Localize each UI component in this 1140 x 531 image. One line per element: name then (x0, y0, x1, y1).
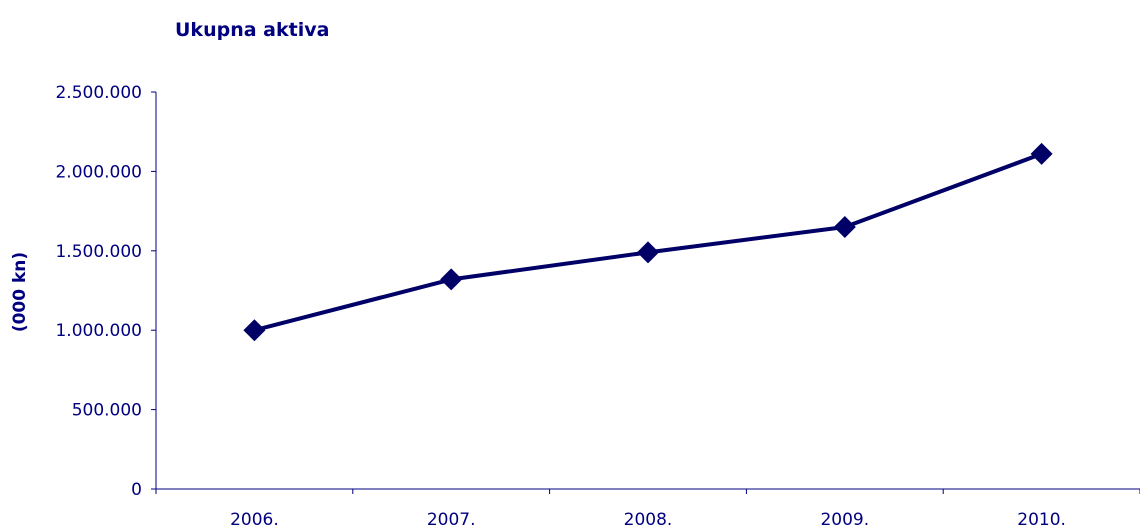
data-point (440, 268, 463, 291)
data-point (637, 241, 659, 264)
data-point (1030, 142, 1053, 165)
y-tick-label: 0 (131, 480, 142, 500)
y-tick-label: 500.000 (72, 401, 142, 421)
chart-title: Ukupna aktiva (175, 19, 329, 41)
x-tick-label: 2007. (427, 510, 476, 530)
data-point (243, 319, 266, 342)
y-axis: 0 500.000 1.000.000 1.500.000 2.000.000 2.500… (55, 83, 157, 500)
y-tick-label: 1.000.000 (55, 321, 142, 341)
y-tick-label: 1.500.000 (55, 242, 142, 262)
series-group (243, 142, 1053, 342)
x-tick-label: 2010. (1017, 510, 1066, 530)
y-axis-label: (000 kn) (10, 252, 30, 332)
y-tick-label: 2.000.000 (55, 162, 142, 182)
data-point (833, 215, 856, 238)
x-tick-label: 2009. (820, 510, 869, 530)
x-axis: 2006. 2007. 2008. 2009. 2010. (155, 488, 1140, 530)
x-tick-label: 2008. (624, 510, 673, 530)
y-tick-label: 2.500.000 (55, 83, 142, 103)
x-tick-label: 2006. (230, 510, 279, 530)
